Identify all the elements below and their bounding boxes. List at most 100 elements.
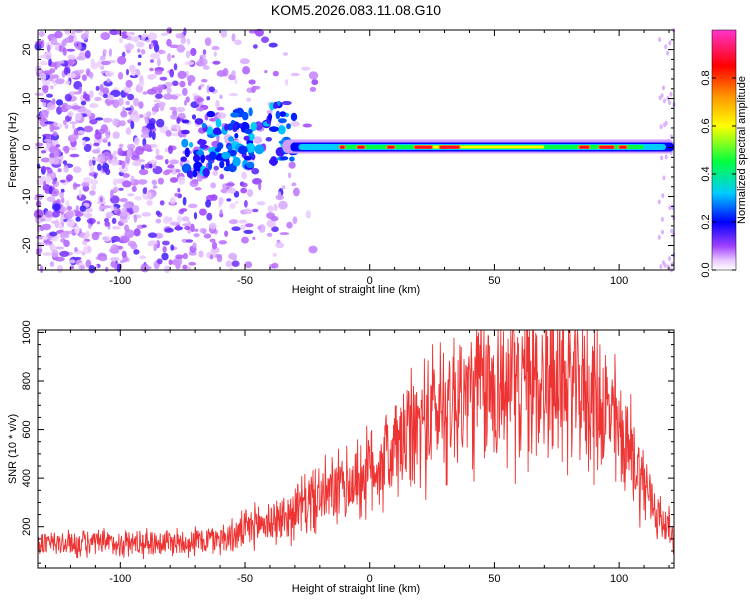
colorbar-tick-label: 0.6 xyxy=(700,118,712,133)
spectrogram-noise-blob xyxy=(93,173,98,179)
spectrogram-noise-blob xyxy=(175,93,182,97)
spectrogram-signal-blob xyxy=(201,122,207,129)
spectrogram-noise-blob xyxy=(63,165,69,173)
spectrogram-noise-blob xyxy=(135,145,145,155)
spectrogram-noise-blob xyxy=(235,200,239,204)
spectrogram-noise-blob xyxy=(231,226,241,231)
spectrogram-noise-blob xyxy=(199,54,207,58)
spectrogram-noise-blob xyxy=(234,78,238,84)
spectrogram-noise-blob xyxy=(138,169,149,176)
spectrogram-noise-blob xyxy=(177,176,186,185)
spectrogram-noise-blob xyxy=(58,222,63,230)
spectrogram-noise-blob xyxy=(231,260,240,268)
spectrogram-noise-blob xyxy=(162,240,170,246)
spectrogram-noise-blob xyxy=(105,266,109,272)
spectrogram-signal-blob xyxy=(199,144,209,149)
spectrogram-noise-blob xyxy=(244,261,253,269)
spectrogram-noise-blob xyxy=(213,51,217,57)
spectrogram-noise-blob xyxy=(93,142,100,147)
spectrogram-noise-blob xyxy=(206,96,211,101)
spectrogram-noise-blob xyxy=(228,219,238,225)
spectrogram-noise-blob xyxy=(177,187,181,193)
spectrogram-noise-blob xyxy=(241,182,248,188)
spectrogram-noise-blob xyxy=(64,124,69,130)
spectrogram-noise-blob xyxy=(229,202,236,210)
spectrogram-noise-blob xyxy=(73,128,79,136)
spectrogram-noise-blob xyxy=(664,120,668,126)
spectrogram-noise-blob xyxy=(195,107,205,112)
spectrogram-signal-blob xyxy=(194,118,204,125)
spectrogram-noise-blob xyxy=(218,240,227,245)
spectrogram-noise-blob xyxy=(39,118,49,127)
spectrogram-noise-blob xyxy=(188,261,197,266)
spectrogram-noise-blob xyxy=(65,218,76,228)
colorbar-tick-label: 0.8 xyxy=(700,70,712,85)
spectrogram-noise-blob xyxy=(270,215,279,222)
spectrogram-noise-blob xyxy=(670,228,674,234)
spectrogram-noise-blob xyxy=(77,130,85,134)
spectrogram-noise-blob xyxy=(59,60,65,64)
spectrogram-noise-blob xyxy=(109,29,119,36)
spectrogram-noise-blob xyxy=(122,203,131,209)
spectrogram-noise-blob xyxy=(155,155,164,160)
spectrogram-noise-blob xyxy=(198,250,204,258)
spectrogram-noise-blob xyxy=(148,232,157,238)
spectrogram-noise-blob xyxy=(107,94,115,101)
spectrogram-noise-blob xyxy=(83,212,93,218)
spectrogram-noise-blob xyxy=(40,157,51,163)
spectrogram-noise-blob xyxy=(84,30,90,35)
spectrogram-noise-blob xyxy=(81,74,87,81)
spectrogram-noise-blob xyxy=(75,112,82,121)
spectrogram-noise-blob xyxy=(185,239,194,243)
spectrogram-noise-blob xyxy=(99,55,106,61)
spectrogram-noise-blob xyxy=(183,99,188,106)
spectrogram-noise-blob xyxy=(133,97,140,107)
spectrogram-noise-blob xyxy=(181,216,190,222)
spectrogram-noise-blob xyxy=(125,127,132,135)
spectrogram-noise-blob xyxy=(229,92,239,97)
spectrogram-noise-blob xyxy=(670,261,674,267)
spectrogram-noise-blob xyxy=(64,29,71,35)
spectrogram-noise-blob xyxy=(212,170,219,176)
spectrogram-signal-blob xyxy=(230,112,240,118)
spectrogram-noise-blob xyxy=(244,200,248,208)
spectrogram-noise-blob xyxy=(268,42,278,48)
spectrogram-noise-blob xyxy=(164,81,173,88)
spectrogram-noise-blob xyxy=(290,72,300,77)
spectrogram-noise-blob xyxy=(108,48,112,57)
spectrogram-noise-blob xyxy=(180,37,187,44)
spectrogram-noise-blob xyxy=(150,59,154,63)
spectrogram-noise-blob xyxy=(117,147,123,156)
spectrogram-noise-blob xyxy=(664,44,668,50)
spectrogram-noise-blob xyxy=(104,221,110,227)
spectrogram-noise-blob xyxy=(151,131,156,141)
spectrogram-noise-blob xyxy=(45,175,52,184)
spectrogram-signal-blob xyxy=(189,142,194,148)
spectrogram-noise-blob xyxy=(174,192,179,197)
spectrogram-signal-blob xyxy=(181,138,189,148)
spectrogram-noise-blob xyxy=(225,182,235,187)
spectrogram-noise-blob xyxy=(35,142,44,147)
spectrogram-noise-blob xyxy=(256,201,266,206)
spectrogram-noise-blob xyxy=(54,157,58,163)
spectrogram-noise-blob xyxy=(96,221,101,225)
y-tick-label: 200 xyxy=(21,518,33,536)
spectrogram-signal-blob xyxy=(192,169,198,178)
spectrogram-noise-blob xyxy=(67,59,74,66)
spectrogram-noise-blob xyxy=(666,96,670,101)
spectrogram-noise-blob xyxy=(85,230,90,239)
spectrogram-noise-blob xyxy=(124,229,135,239)
spectrogram-noise-blob xyxy=(176,124,180,132)
spectrogram-noise-blob xyxy=(668,256,671,262)
spectrogram-noise-blob xyxy=(52,203,61,212)
spectrogram-noise-blob xyxy=(51,210,60,218)
spectrogram-noise-blob xyxy=(140,49,146,55)
spectrogram-noise-blob xyxy=(201,78,208,83)
spectrogram-noise-blob xyxy=(185,50,191,59)
spectrogram-noise-blob xyxy=(121,51,126,58)
spectrogram-noise-blob xyxy=(39,265,44,274)
spectrogram-noise-blob xyxy=(275,241,285,249)
spectrogram-noise-blob xyxy=(116,208,121,217)
spectrogram-noise-blob xyxy=(170,114,178,120)
spectrogram-noise-blob xyxy=(154,232,164,239)
